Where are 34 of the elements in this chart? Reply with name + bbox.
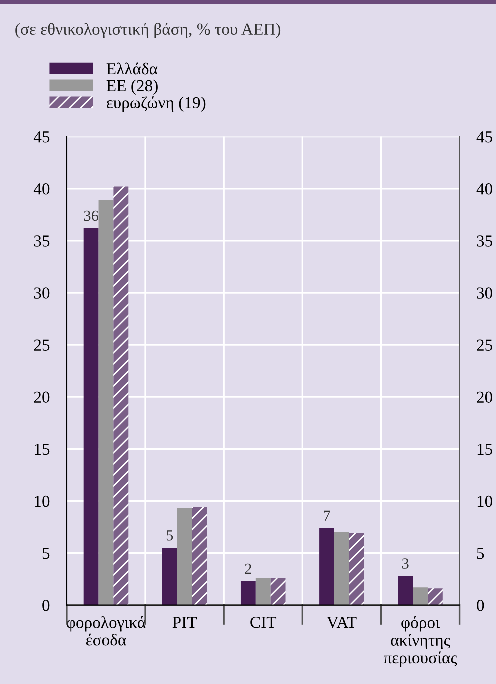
y-tick-label: 25 xyxy=(34,340,50,351)
y2-tick-label: 40 xyxy=(476,184,492,195)
x-tick-label: VAT xyxy=(327,617,357,628)
data-label: 7 xyxy=(324,510,330,521)
y-tick-label: 10 xyxy=(35,496,50,508)
x-tick-label: PIT xyxy=(172,617,198,628)
legend-label: ευρωζώνη (19) xyxy=(107,96,206,112)
y-tick-label: 35 xyxy=(34,236,50,247)
y-tick-label: 0 xyxy=(42,600,50,612)
y2-tick-label: 30 xyxy=(477,288,492,299)
y-tick-label: 5 xyxy=(42,548,50,560)
legend-label: ΕΕ (28) xyxy=(106,80,158,95)
data-label: 5 xyxy=(166,530,174,541)
y2-tick-label: 15 xyxy=(478,444,492,456)
y-tick-label: 40 xyxy=(34,184,50,195)
x-tick-label: φόροι ακίνητης περιουσίας xyxy=(384,616,458,668)
chart-title: (σε εθνικολογιστική βάση, % του ΑΕΠ) xyxy=(16,23,281,38)
y2-tick-label: 5 xyxy=(477,548,484,560)
data-label: 36 xyxy=(84,210,98,222)
y-tick-label: 20 xyxy=(34,392,50,404)
y-tick-label: 30 xyxy=(34,288,50,299)
data-label: 2 xyxy=(245,564,252,574)
x-tick-label: CIT xyxy=(250,616,277,628)
y-tick-label: 45 xyxy=(34,132,50,143)
y2-tick-label: 45 xyxy=(476,132,492,143)
y2-tick-label: 25 xyxy=(477,340,492,351)
y2-tick-label: 0 xyxy=(477,600,484,612)
x-tick-label: φορολογικά έσοδα xyxy=(66,616,146,646)
data-label: 3 xyxy=(402,558,409,569)
y2-tick-label: 20 xyxy=(477,392,492,404)
y2-tick-label: 35 xyxy=(477,236,492,247)
y2-tick-label: 10 xyxy=(478,496,492,508)
y-tick-label: 15 xyxy=(35,444,50,456)
legend-label: Ελλάδα xyxy=(106,62,158,75)
